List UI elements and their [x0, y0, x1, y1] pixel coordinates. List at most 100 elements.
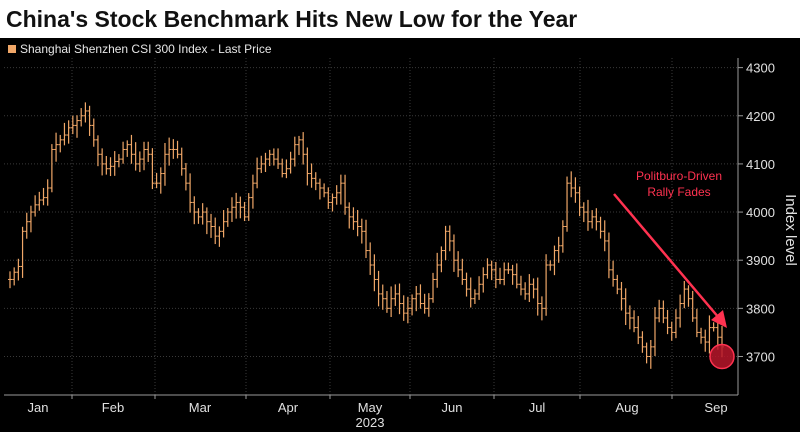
- new-low-circle-icon: [709, 343, 735, 370]
- price-bar: [372, 254, 377, 292]
- price-bar: [468, 277, 473, 308]
- price-bar: [259, 155, 264, 174]
- price-bars: [8, 102, 724, 369]
- price-bar: [217, 226, 222, 247]
- price-bar: [121, 141, 126, 164]
- price-bar: [405, 296, 410, 324]
- price-bar: [66, 120, 71, 144]
- price-bar: [481, 267, 486, 293]
- price-bar: [183, 163, 188, 191]
- price-bar: [12, 267, 17, 286]
- price-bar: [598, 216, 603, 239]
- price-bar: [79, 108, 84, 127]
- price-bar: [20, 226, 25, 278]
- price-bar: [560, 220, 565, 253]
- x-tick-label: Sep: [704, 400, 727, 415]
- price-bar: [439, 246, 444, 273]
- price-bar: [678, 294, 683, 328]
- price-bar: [431, 272, 436, 303]
- price-bar: [602, 220, 607, 252]
- y-tick-label: 3900: [746, 253, 775, 268]
- price-bar: [380, 284, 385, 310]
- price-bar: [351, 207, 356, 230]
- y-axis-title: Index level: [782, 194, 799, 266]
- price-bar: [41, 187, 46, 206]
- price-bar: [606, 232, 611, 279]
- price-bar: [179, 147, 184, 176]
- price-bar: [364, 219, 368, 259]
- price-bar: [246, 193, 251, 221]
- price-bar: [288, 151, 293, 174]
- x-tick-label: Apr: [278, 400, 299, 415]
- price-bar: [192, 196, 197, 225]
- price-bar: [234, 192, 239, 219]
- price-bar: [62, 122, 67, 146]
- price-bar: [510, 264, 515, 285]
- price-bar: [150, 148, 155, 190]
- price-bar: [317, 178, 322, 200]
- price-bar: [322, 183, 327, 198]
- price-bar: [347, 202, 352, 229]
- price-bar: [451, 234, 456, 272]
- gridlines: [4, 58, 738, 395]
- price-bar: [414, 286, 419, 312]
- y-tick-label: 4300: [746, 61, 775, 76]
- price-bar: [196, 208, 201, 224]
- price-bar: [334, 185, 339, 205]
- price-bar: [548, 260, 553, 271]
- price-bar: [104, 155, 109, 175]
- price-bar: [686, 285, 691, 307]
- price-bar: [577, 186, 582, 217]
- price-bar: [54, 132, 59, 162]
- price-bar: [426, 293, 431, 317]
- price-bar: [225, 207, 230, 227]
- price-bar: [556, 236, 561, 263]
- price-bar: [569, 171, 574, 198]
- price-bar: [284, 159, 289, 179]
- price-bar: [58, 134, 63, 153]
- price-bar: [384, 291, 389, 313]
- chart-title: China's Stock Benchmark Hits New Low for…: [6, 6, 578, 32]
- price-bar: [16, 258, 21, 281]
- price-bar: [142, 141, 147, 171]
- price-bar: [75, 115, 80, 138]
- price-bar: [305, 147, 310, 186]
- price-bar: [83, 102, 88, 123]
- price-bar: [276, 148, 281, 169]
- price-bar: [657, 299, 662, 323]
- price-bar: [456, 251, 461, 278]
- price-bar: [175, 140, 180, 159]
- price-bar: [359, 218, 364, 244]
- price-bar: [535, 277, 540, 316]
- price-bar: [552, 245, 557, 276]
- price-bar: [502, 262, 507, 286]
- price-bar: [108, 157, 113, 177]
- price-bar: [280, 158, 285, 178]
- price-bar: [648, 340, 653, 369]
- y-tick-label: 4100: [746, 157, 775, 172]
- price-bar: [45, 179, 50, 206]
- price-bar: [447, 225, 452, 252]
- y-tick-label: 3800: [746, 301, 775, 316]
- price-bar: [636, 316, 641, 345]
- price-bar: [518, 275, 523, 296]
- price-bar: [158, 167, 163, 194]
- price-bar: [112, 151, 117, 176]
- price-bar: [573, 177, 578, 203]
- price-bar: [460, 258, 465, 285]
- price-bar: [37, 191, 42, 211]
- price-bar: [711, 322, 716, 332]
- price-bar: [585, 199, 590, 231]
- x-tick-label: Aug: [615, 400, 638, 415]
- price-bar: [313, 172, 318, 191]
- x-tick-label: Feb: [102, 400, 124, 415]
- x-axis: Jan Feb Mar Apr May Jun Jul Aug Sep 2023: [4, 394, 738, 430]
- price-bar: [242, 201, 247, 222]
- price-bar: [661, 300, 666, 324]
- price-bar: [443, 225, 448, 261]
- price-bar: [581, 202, 586, 223]
- price-bar: [376, 270, 381, 307]
- price-bar: [368, 242, 373, 275]
- price-bar: [498, 267, 503, 285]
